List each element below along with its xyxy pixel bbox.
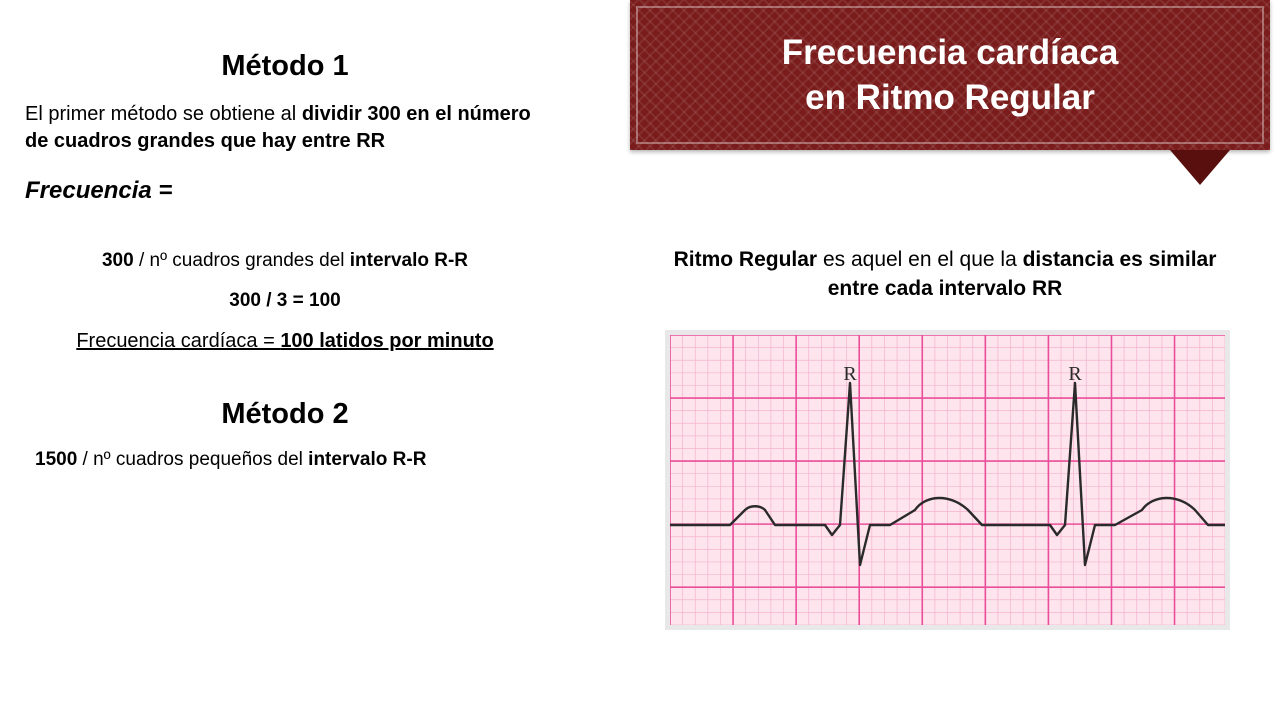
ecg-chart: R R [665, 330, 1230, 630]
fc-label: Frecuencia cardíaca = [76, 330, 280, 352]
method2-title: Método 2 [25, 398, 545, 431]
formula2-1500: 1500 [35, 449, 77, 470]
banner-line2: en Ritmo Regular [805, 78, 1095, 117]
banner-container: Frecuencia cardíaca en Ritmo Regular [625, 0, 1275, 200]
r-label-1: R [843, 363, 857, 385]
formula2-interval: intervalo R-R [308, 449, 426, 470]
formula2-div: / nº cuadros pequeños del [77, 449, 308, 470]
formula2-line: 1500 / nº cuadros pequeños del intervalo… [25, 449, 545, 471]
ribbon-tail-icon [1170, 150, 1230, 185]
intro-pre: El primer método se obtiene al [25, 103, 302, 125]
r-label-2: R [1068, 363, 1082, 385]
formula-line: 300 / nº cuadros grandes del intervalo R… [25, 250, 545, 272]
right-panel: Frecuencia cardíaca en Ritmo Regular Rit… [625, 0, 1280, 304]
formula-div: / nº cuadros grandes del [134, 250, 350, 271]
banner-text: Frecuencia cardíaca en Ritmo Regular [762, 30, 1139, 121]
definition: Ritmo Regular es aquel en el que la dist… [665, 245, 1225, 304]
frequency-label: Frecuencia = [25, 177, 545, 205]
def-bold1: Ritmo Regular [674, 248, 818, 271]
banner-line1: Frecuencia cardíaca [782, 33, 1119, 72]
method1-title: Método 1 [25, 50, 545, 83]
formula-interval: intervalo R-R [350, 250, 468, 271]
ecg-svg: R R [670, 335, 1225, 625]
method1-intro: El primer método se obtiene al dividir 3… [25, 101, 545, 155]
banner: Frecuencia cardíaca en Ritmo Regular [630, 0, 1270, 150]
fc-value: 100 latidos por minuto [280, 330, 493, 352]
left-panel: Método 1 El primer método se obtiene al … [25, 50, 545, 489]
fc-result-line: Frecuencia cardíaca = 100 latidos por mi… [25, 330, 545, 353]
def-mid: es aquel en el que la [817, 248, 1023, 271]
calc-result: 300 / 3 = 100 [25, 290, 545, 312]
formula-300: 300 [102, 250, 134, 271]
